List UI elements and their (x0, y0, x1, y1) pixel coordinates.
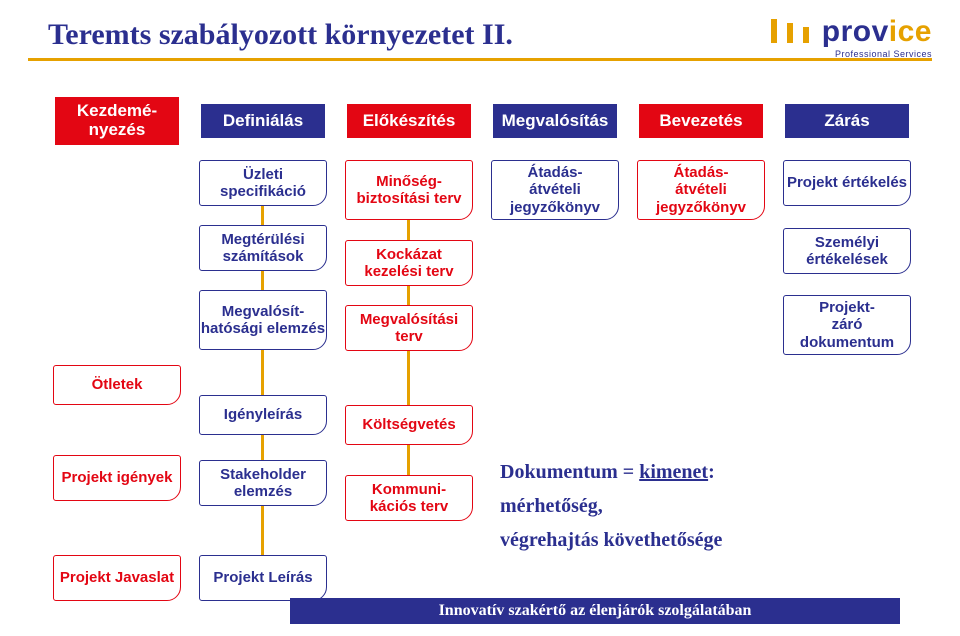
card-projektzaro: Projekt- záró dokumentum (783, 295, 911, 355)
phase-elokeszites: Előkészítés (345, 102, 473, 140)
phase-kezdemenyezes: Kezdemé-nyezés (53, 95, 181, 147)
connector (261, 206, 264, 225)
connector (407, 220, 410, 240)
title-rule (28, 58, 932, 61)
connector (261, 435, 264, 460)
card-komm-terv: Kommuni- kációs terv (345, 475, 473, 521)
footer: Innovatív szakértő az élenjárók szolgála… (290, 598, 900, 624)
phase-zaras: Zárás (783, 102, 911, 140)
card-koltsegvetes: Költségvetés (345, 405, 473, 445)
card-atadas-2: Átadás- átvételi jegyzőkönyv (637, 160, 765, 220)
card-uzleti-spec: Üzleti specifikáció (199, 160, 327, 206)
connector (261, 506, 264, 555)
card-atadas-1: Átadás- átvételi jegyzőkönyv (491, 160, 619, 220)
card-kockazat: Kockázat kezelési terv (345, 240, 473, 286)
card-projekt-ertekeles: Projekt értékelés (783, 160, 911, 206)
out-colon: : (708, 461, 715, 483)
out-line3: végrehajtás követhetősége (500, 523, 722, 557)
phase-definialas: Definiálás (199, 102, 327, 140)
card-megval-terv: Megvalósítási terv (345, 305, 473, 351)
connector (407, 351, 410, 405)
card-igenyleiras: Igényleírás (199, 395, 327, 435)
card-projekt-javaslat: Projekt Javaslat (53, 555, 181, 601)
card-projekt-leiras: Projekt Leírás (199, 555, 327, 601)
card-stakeholder: Stakeholder elemzés (199, 460, 327, 506)
card-megvalosithato: Megvalósít- hatósági elemzés (199, 290, 327, 350)
out-kimenet: kimenet (639, 461, 708, 483)
connector (407, 286, 410, 305)
phase-bevezetes: Bevezetés (637, 102, 765, 140)
card-minoseg: Minőség- biztosítási terv (345, 160, 473, 220)
logo-main: prov (822, 15, 889, 48)
card-otletek: Ötletek (53, 365, 181, 405)
out-line2: mérhetőség, (500, 489, 722, 523)
logo-suffix: ice (889, 15, 932, 48)
phase-megvalositas: Megvalósítás (491, 102, 619, 140)
page-title: Teremts szabályozott környezetet II. (48, 18, 513, 52)
logo: provice Professional Services (771, 15, 932, 62)
out-line1: Dokumentum = (500, 461, 639, 483)
card-projekt-igenyek: Projekt igények (53, 455, 181, 501)
card-megterulesi: Megtérülési számítások (199, 225, 327, 271)
card-szemelyi: Személyi értékelések (783, 228, 911, 274)
output-text: Dokumentum = kimenet: mérhetőség, végreh… (500, 455, 722, 557)
connector (407, 445, 410, 475)
connector (261, 350, 264, 395)
connector (261, 271, 264, 290)
